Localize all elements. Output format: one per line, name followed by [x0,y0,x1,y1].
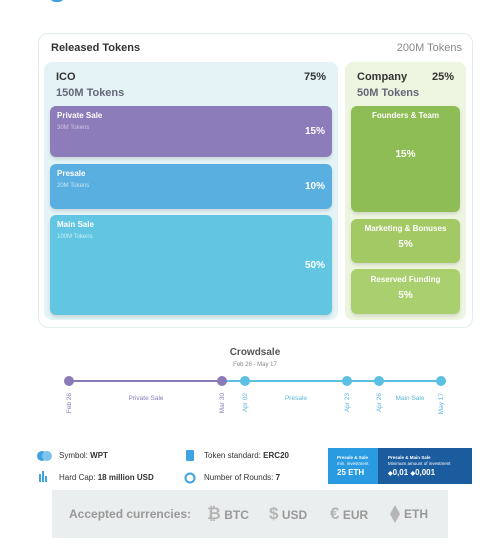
invest-title: Presale & Main Sale [388,455,431,460]
info-value: 7 [275,473,281,482]
top-icon [50,0,64,2]
presale-box: Presale 20M Tokens 10% [50,164,332,209]
invest-subtitle: Minimum amount of investment [388,461,451,466]
item-name: Main Sale [57,220,94,229]
ico-tokens: 150M Tokens [56,87,125,99]
info-label: Token standard: [204,451,261,460]
date-label: Apr 23 [344,393,351,413]
released-total: 200M Tokens [396,42,462,54]
currencies-bar: Accepted currencies: ₿ BTC $ USD € EUR E… [52,490,448,538]
invest-title: Presale & Sale [337,455,369,460]
invest-subtitle: min. investment [337,461,369,466]
standard-icon [186,450,194,461]
eth-icon: ◆ [388,471,393,477]
company-title: Company [357,71,408,83]
currency-name: BTC [224,508,249,522]
item-percent: 5% [398,290,413,301]
private-sale-box: Private Sale 30M Tokens 15% [50,106,332,157]
date-dot [436,376,446,386]
date-label: Mar 30 [219,393,226,414]
currencies-title: Accepted currencies: [69,507,192,521]
info-label: Symbol: [59,451,88,460]
item-percent: 10% [304,181,325,192]
info-label: Hard Cap: [59,473,96,482]
cap-icon [42,471,44,482]
date-dot [342,376,352,386]
marketing-box: Marketing & Bonuses 5% [351,219,460,263]
info-row: Number of Rounds: 7 [204,473,280,482]
currency-name: USD [281,508,308,522]
invest-amounts: ◆0,01 ◆0,001 [388,468,435,477]
ico-percent: 75% [303,71,326,83]
date-label: May 17 [438,393,445,415]
released-card: Released Tokens 200M Tokens [38,33,473,328]
info-row: Symbol: WPT [59,451,108,460]
date-dot [374,376,384,386]
date-dot [217,376,227,386]
company-percent: 25% [431,71,454,83]
info-row: Token standard: ERC20 [204,451,289,460]
crowdsale-period: Feb 26 - May 17 [233,362,277,368]
eth-icon: ◆ [410,471,416,477]
currency: ₿ BTC [207,504,249,524]
item-tokens: 30M Tokens [57,125,90,131]
invest-amount: 0,01 [392,468,409,477]
reserved-box: Reserved Funding 5% [351,269,460,314]
currency: € EUR [330,504,368,524]
main-sale-box: Main Sale 100M Tokens 50% [50,215,332,315]
date-dot [240,376,250,386]
currency-icon: € [330,504,340,523]
phase-label: Main Sale [396,395,425,402]
info-row: Hard Cap: 18 million USD [59,473,154,482]
currency-name: EUR [342,508,369,522]
rounds-icon [184,472,196,484]
ico-title: ICO [56,71,76,83]
info-value: ERC20 [263,451,289,460]
item-name: Founders & Team [372,111,439,120]
phase-label: Presale [285,395,307,402]
currency-icon: $ [269,504,279,523]
phase-label: Private Sale [128,395,163,402]
info-value: 18 million USD [97,473,154,482]
symbol-icon [42,451,52,461]
date-label: Apr 26 [376,393,383,413]
item-name: Marketing & Bonuses [364,224,447,233]
item-percent: 5% [398,239,413,250]
cap-icon [45,476,47,482]
date-label: Apr 02 [242,393,249,413]
currency: $ USD [269,504,307,524]
company-tokens: 50M Tokens [357,87,420,99]
info-value: WPT [90,451,108,460]
info-icons [37,450,196,484]
crowdsale-title: Crowdsale [230,347,281,358]
item-name: Reserved Funding [370,275,441,284]
item-percent: 50% [304,260,325,271]
item-tokens: 20M Tokens [57,183,90,189]
timeline: Crowdsale Feb 26 - May 17 Feb 26 Mar 30 … [64,347,446,415]
released-title: Released Tokens [51,42,141,54]
cap-icon [39,474,41,482]
founders-box: Founders & Team 15% [351,106,460,212]
item-tokens: 100M Tokens [57,234,93,240]
info-label: Number of Rounds: [204,473,274,482]
item-name: Presale [57,169,86,178]
currency-icon: ₿ [207,504,221,523]
invest-amount: 0,001 [415,468,436,477]
invest-left: Presale & Sale min. investment 25 ETH [328,448,378,484]
invest-right: Presale & Main Sale Minimum amount of in… [378,448,472,484]
item-percent: 15% [304,126,325,137]
invest-amount: 25 ETH [337,468,365,477]
item-name: Private Sale [57,111,103,120]
date-dot [64,376,74,386]
item-percent: 15% [395,149,416,160]
currency-icon [390,505,400,523]
currency-name: ETH [404,507,428,521]
date-label: Feb 26 [66,393,73,414]
